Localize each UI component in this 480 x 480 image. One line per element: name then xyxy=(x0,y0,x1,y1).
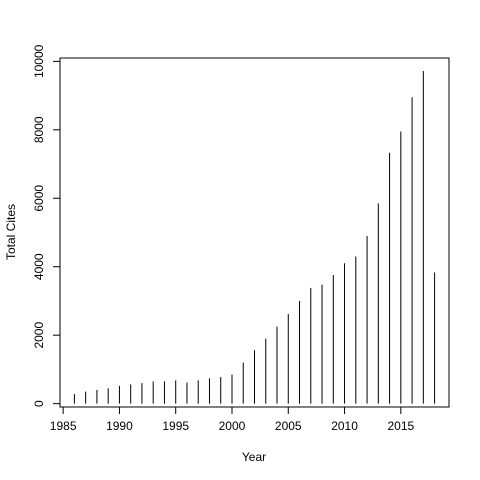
x-tick-label: 1995 xyxy=(162,419,189,433)
x-axis-title: Year xyxy=(242,450,266,464)
x-tick-label: 2000 xyxy=(219,419,246,433)
x-tick-label: 2015 xyxy=(387,419,414,433)
y-tick-label: 10000 xyxy=(32,44,46,78)
y-tick-label: 2000 xyxy=(32,322,46,349)
x-tick-label: 1985 xyxy=(50,419,77,433)
y-tick-label: 6000 xyxy=(32,185,46,212)
x-tick-label: 1990 xyxy=(106,419,133,433)
y-tick-label: 4000 xyxy=(32,253,46,280)
x-tick-label: 2010 xyxy=(331,419,358,433)
y-tick-label: 8000 xyxy=(32,116,46,143)
y-axis-title: Total Cites xyxy=(4,204,18,260)
y-tick-label: 0 xyxy=(32,400,46,407)
x-tick-label: 2005 xyxy=(275,419,302,433)
